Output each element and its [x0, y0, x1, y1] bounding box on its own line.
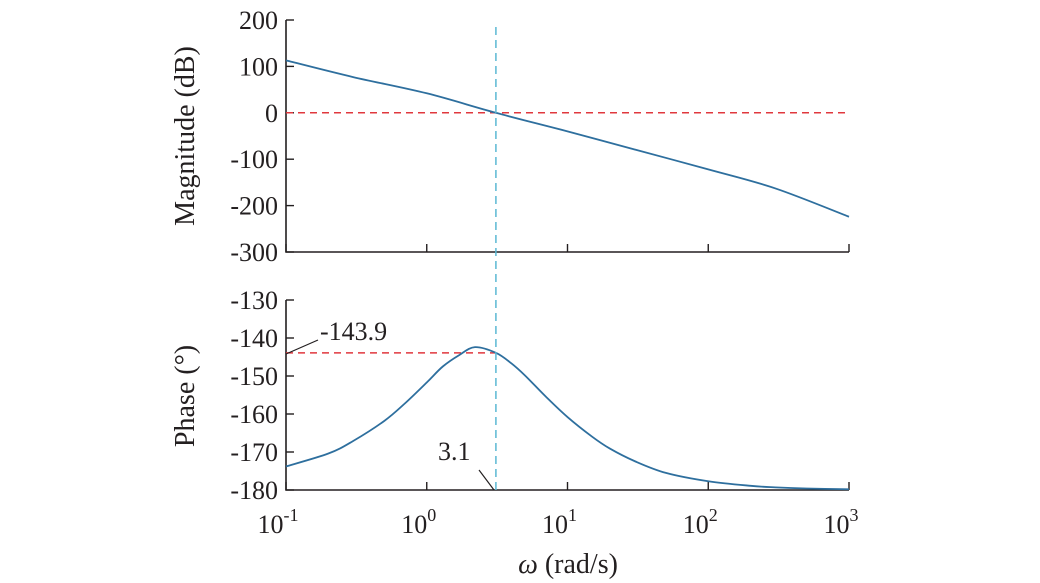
- x-axis-unit: (rad/s): [538, 549, 618, 580]
- x-tick-exponent: 0: [427, 505, 436, 525]
- magnitude-y-tick-label: -300: [230, 238, 278, 267]
- x-tick-exponent: 3: [850, 505, 859, 525]
- x-tick-labels: 10-1 100 101 102 103: [258, 505, 859, 539]
- phase-y-tick-label: -170: [230, 438, 278, 467]
- phase-annotation-leader: [285, 339, 319, 355]
- magnitude-axes: [285, 20, 849, 253]
- magnitude-y-ticks: 200 100 0 -100 -200 -300: [230, 6, 294, 267]
- magnitude-panel: 200 100 0 -100 -200 -300 Magnitude (dB): [170, 6, 850, 267]
- x-tick-base: 10: [258, 510, 284, 539]
- phase-y-tick-label: -130: [230, 286, 278, 315]
- x-tick-exponent: 1: [568, 505, 577, 525]
- magnitude-y-tick-label: -200: [230, 192, 278, 221]
- phase-y-tick-label: -160: [230, 400, 278, 429]
- x-tick-label: 103: [824, 505, 859, 539]
- phase-margin-annotation: -143.9: [320, 317, 387, 346]
- x-axis-symbol: ω: [518, 549, 538, 580]
- magnitude-y-tick-label: 100: [239, 52, 278, 81]
- magnitude-curve: [285, 59, 850, 218]
- x-tick-exponent: -1: [284, 505, 299, 525]
- phase-panel: -130-140-150-160-170-180 Phase (°) -143.…: [170, 286, 859, 580]
- x-tick-label: 101: [542, 505, 577, 539]
- phase-y-label: Phase (°): [170, 345, 201, 447]
- x-tick-base: 10: [542, 510, 568, 539]
- x-tick-base: 10: [683, 510, 709, 539]
- x-tick-base: 10: [824, 510, 850, 539]
- phase-y-tick-label: -140: [230, 324, 278, 353]
- magnitude-y-tick-label: 0: [265, 99, 278, 128]
- x-tick-label: 10-1: [258, 505, 299, 539]
- phase-y-tick-label: -150: [230, 362, 278, 391]
- x-axis-label: ω (rad/s): [518, 549, 618, 580]
- x-tick-label: 102: [683, 505, 718, 539]
- x-tick-base: 10: [401, 510, 427, 539]
- x-tick-exponent: 2: [709, 505, 718, 525]
- phase-y-ticks: -130 -140 -150 -160 -170 -180: [230, 286, 294, 505]
- x-tick-label: 100: [401, 505, 436, 539]
- magnitude-y-tick-label: -100: [230, 145, 278, 174]
- phase-curve: [285, 346, 850, 491]
- crossover-frequency-annotation: 3.1: [438, 437, 471, 466]
- magnitude-y-label: Magnitude (dB): [170, 46, 201, 226]
- magnitude-x-ticks: [285, 244, 850, 252]
- crossover-annotation-leader: [478, 469, 495, 491]
- magnitude-y-tick-label: 200: [239, 6, 278, 35]
- phase-y-tick-label: -180: [230, 476, 278, 505]
